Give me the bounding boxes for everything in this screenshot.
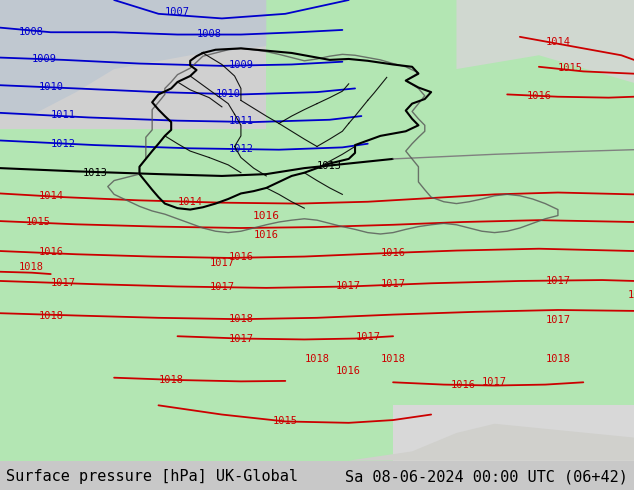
Text: 1013: 1013 [317, 161, 342, 171]
FancyBboxPatch shape [393, 405, 634, 461]
Text: 1015: 1015 [558, 63, 583, 73]
Text: 1009: 1009 [32, 54, 57, 64]
Text: 1016: 1016 [336, 366, 361, 376]
Text: 1010: 1010 [216, 89, 241, 98]
Text: 1016: 1016 [38, 247, 63, 257]
Text: 1017: 1017 [209, 258, 235, 268]
Text: 1018: 1018 [380, 354, 406, 364]
Text: 10: 10 [628, 290, 634, 300]
Polygon shape [0, 0, 266, 115]
Text: 1007: 1007 [165, 6, 190, 17]
Text: 1017: 1017 [545, 315, 571, 325]
Text: 1015: 1015 [273, 416, 298, 426]
FancyBboxPatch shape [0, 0, 266, 129]
Text: 1017: 1017 [51, 278, 76, 288]
Text: 1016: 1016 [254, 230, 279, 240]
Text: 1016: 1016 [526, 91, 552, 101]
Text: 1016: 1016 [380, 248, 406, 258]
Text: 1016: 1016 [450, 380, 476, 390]
Text: 1014: 1014 [178, 197, 203, 207]
Text: 1018: 1018 [19, 262, 44, 272]
Text: 1008: 1008 [197, 28, 222, 39]
Polygon shape [456, 0, 634, 83]
Text: 1014: 1014 [38, 191, 63, 201]
Text: 1010: 1010 [38, 82, 63, 92]
Text: 1017: 1017 [228, 334, 254, 343]
Text: 1015: 1015 [25, 218, 51, 227]
Text: 1012: 1012 [228, 144, 254, 154]
Text: 1017: 1017 [209, 282, 235, 292]
Text: 1013: 1013 [82, 168, 108, 178]
Text: 1009: 1009 [228, 60, 254, 71]
Text: 1017: 1017 [380, 279, 406, 289]
Text: 1018: 1018 [228, 314, 254, 324]
Text: 1011: 1011 [228, 116, 254, 126]
Polygon shape [349, 424, 634, 461]
Text: 1011: 1011 [51, 110, 76, 120]
Text: 1018: 1018 [304, 354, 330, 364]
Text: 1017: 1017 [482, 377, 507, 387]
Text: 1016: 1016 [228, 252, 254, 263]
Text: 1018: 1018 [545, 354, 571, 364]
Text: 1008: 1008 [19, 27, 44, 37]
Text: 1017: 1017 [355, 332, 380, 342]
Text: Surface pressure [hPa] UK-Global: Surface pressure [hPa] UK-Global [6, 469, 299, 484]
Text: Sa 08-06-2024 00:00 UTC (06+42): Sa 08-06-2024 00:00 UTC (06+42) [345, 469, 628, 484]
Text: 1017: 1017 [545, 276, 571, 286]
Text: 1014: 1014 [545, 37, 571, 48]
Text: 1017: 1017 [336, 281, 361, 291]
Text: 1018: 1018 [38, 311, 63, 320]
Text: 1012: 1012 [51, 139, 76, 148]
Text: 1018: 1018 [158, 375, 184, 385]
Text: 1016: 1016 [253, 212, 280, 221]
